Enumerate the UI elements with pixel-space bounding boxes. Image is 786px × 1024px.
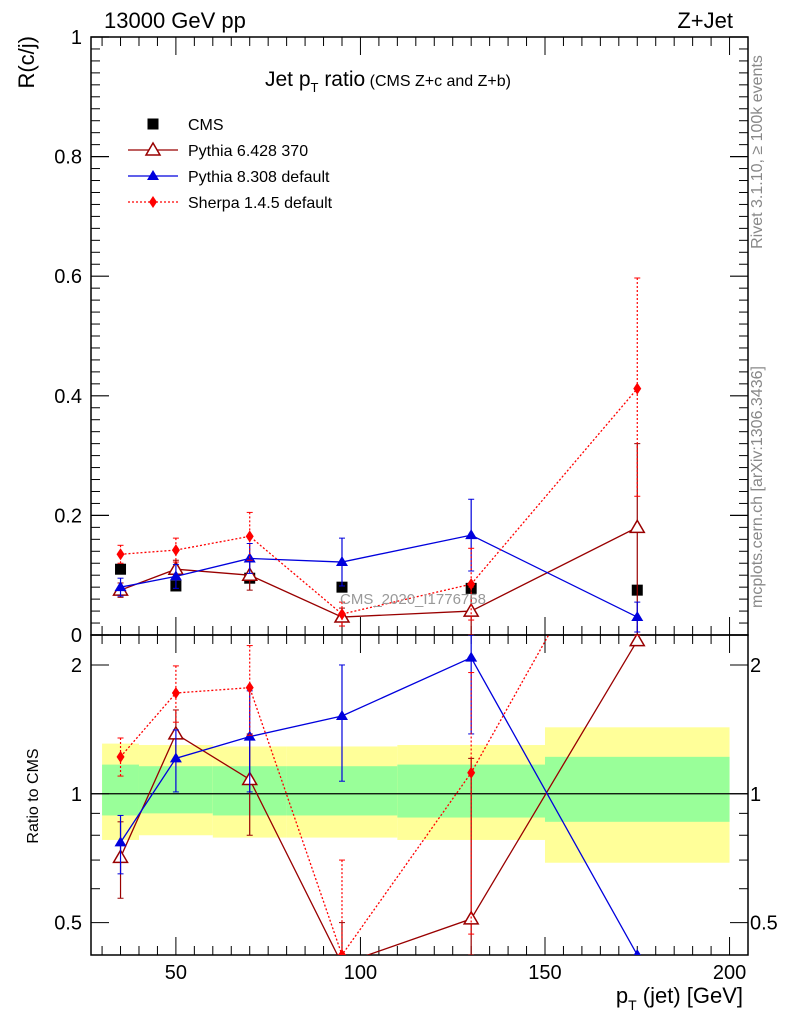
sherpa-ratio-point bbox=[171, 686, 180, 699]
title-note: (CMS Z+c and Z+b) bbox=[365, 73, 511, 90]
title-subscript: T bbox=[311, 80, 319, 95]
plot-title: Jet pT ratio (CMS Z+c and Z+b) bbox=[265, 68, 511, 95]
sherpa-point bbox=[337, 608, 346, 621]
pythia8-ratio-point bbox=[633, 949, 641, 955]
x-label-subscript: T bbox=[628, 997, 637, 1013]
pythia6-ratio-point bbox=[628, 635, 646, 647]
ratio-y-tick-label: 1 bbox=[71, 784, 82, 806]
legend-label-pythia8: Pythia 8.308 default bbox=[188, 169, 330, 186]
pythia6-point bbox=[241, 566, 259, 581]
legend: CMS Pythia 6.428 370 Pythia 8.308 default S… bbox=[128, 117, 333, 212]
main-y-axis-label: R(c/j) bbox=[14, 36, 39, 89]
main-panel-frame: 0 0.2 0.4 0.6 0.8 1 bbox=[54, 27, 749, 647]
title-rest: ratio bbox=[318, 68, 365, 91]
pythia6-point bbox=[628, 518, 646, 534]
cms-point bbox=[115, 563, 127, 575]
watermark: CMS_2020_I1776758 bbox=[340, 591, 486, 608]
x-tick-label: 200 bbox=[713, 962, 746, 984]
pythia8-point bbox=[114, 581, 127, 592]
sherpa-point bbox=[116, 548, 125, 561]
sherpa-ratio-point bbox=[337, 949, 346, 955]
ratio-panel-series bbox=[112, 635, 646, 955]
pythia8-ratio-point bbox=[169, 752, 182, 763]
ratio-uncertainty-bands bbox=[102, 727, 730, 863]
pythia8-ratio-point bbox=[335, 709, 348, 720]
sherpa-ratio-point bbox=[245, 681, 254, 694]
legend-label-pythia6: Pythia 6.428 370 bbox=[188, 143, 308, 160]
sherpa-ratio-line bbox=[120, 635, 550, 955]
legend-marker-cms bbox=[147, 118, 159, 130]
y-tick-label: 0.6 bbox=[54, 266, 82, 288]
x-tick-label: 100 bbox=[344, 962, 377, 984]
cms-point bbox=[336, 581, 348, 593]
energy-label: 13000 GeV pp bbox=[104, 8, 246, 33]
sherpa-point bbox=[467, 578, 476, 591]
side-label-mcplots: mcplots.cern.ch [arXiv:1306.3436] bbox=[749, 366, 766, 608]
pythia8-ratio-point bbox=[465, 651, 478, 662]
ratio-y-tick-label: 2 bbox=[71, 655, 82, 677]
legend-label-sherpa: Sherpa 1.4.5 default bbox=[188, 195, 333, 212]
y-tick-label: 0.4 bbox=[54, 386, 82, 408]
ratio-y-tick-label: 0.5 bbox=[54, 913, 82, 935]
x-tick-label: 150 bbox=[528, 962, 561, 984]
legend-marker-pythia8 bbox=[147, 170, 159, 180]
ratio-panel-frame: 50 100 150 200 0.5 0.5 1 1 2 2 bbox=[54, 634, 778, 984]
side-label-rivet: Rivet 3.1.10, ≥ 100k events bbox=[749, 55, 766, 249]
ratio-y-tick-label-right: 0.5 bbox=[750, 913, 778, 935]
inner-band bbox=[102, 764, 139, 816]
x-axis-label: pT (jet) [GeV] bbox=[616, 983, 743, 1013]
sherpa-ratio-point bbox=[116, 750, 125, 763]
sherpa-ratio-point bbox=[467, 766, 476, 779]
pythia8-ratio-point bbox=[114, 836, 127, 847]
x-tick-label: 50 bbox=[165, 962, 187, 984]
sherpa-line bbox=[120, 388, 638, 615]
ratio-y-tick-label-right: 1 bbox=[750, 784, 761, 806]
x-label-rest: (jet) [GeV] bbox=[637, 983, 743, 1008]
pythia6-line bbox=[120, 526, 638, 618]
process-label: Z+Jet bbox=[677, 8, 733, 33]
legend-marker-pythia6 bbox=[144, 141, 162, 156]
pythia8-ratio-line bbox=[119, 656, 638, 955]
y-tick-label: 0.8 bbox=[54, 147, 82, 169]
inner-band bbox=[544, 756, 730, 822]
pythia8-point bbox=[465, 529, 478, 540]
x-label-main: p bbox=[616, 983, 628, 1008]
y-tick-label: 0.2 bbox=[54, 505, 82, 527]
legend-label-cms: CMS bbox=[188, 117, 224, 134]
legend-marker-sherpa bbox=[149, 196, 157, 208]
pythia8-line bbox=[120, 534, 638, 618]
pythia8-point bbox=[631, 611, 644, 622]
pythia8-point bbox=[169, 570, 182, 581]
sherpa-point bbox=[633, 382, 642, 395]
y-tick-label: 0 bbox=[71, 625, 82, 647]
sherpa-point bbox=[171, 544, 180, 557]
sherpa-point bbox=[245, 530, 254, 543]
main-panel-series bbox=[112, 277, 646, 636]
ratio-y-tick-label-right: 2 bbox=[750, 655, 761, 677]
title-main: Jet p bbox=[265, 68, 311, 91]
y-tick-label: 1 bbox=[71, 27, 82, 49]
pythia6-ratio-line bbox=[119, 640, 638, 955]
pythia8-point bbox=[335, 556, 348, 567]
ratio-y-axis-label: Ratio to CMS bbox=[25, 748, 42, 843]
